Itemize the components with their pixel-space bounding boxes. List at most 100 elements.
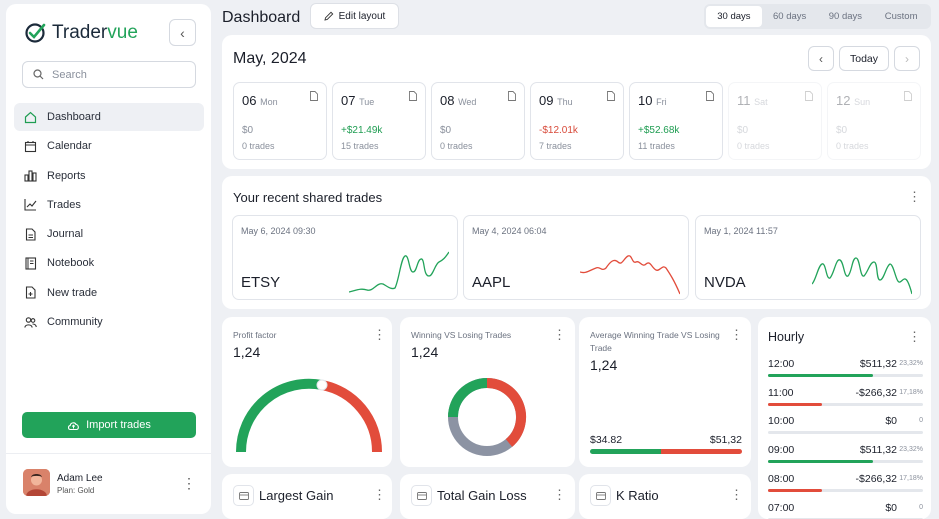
more-options-icon[interactable]: ⋮ [908,189,921,204]
note-icon[interactable] [805,91,813,101]
user-plan: Plan: Gold [57,486,95,495]
note-icon[interactable] [310,91,318,101]
sidebar-item-label: Notebook [47,257,95,270]
trade-card-2[interactable]: May 1, 2024 11:57 NVDA [695,215,921,300]
sidebar-item-notebook[interactable]: Notebook [14,249,204,277]
trade-card-0[interactable]: May 6, 2024 09:30 ETSY [232,215,458,300]
more-options-icon[interactable]: ⋮ [373,487,386,502]
notebook-icon [25,257,37,270]
day-trade-count: 15 trades [341,141,379,151]
divider [6,453,211,454]
hour-bar-fill [768,402,823,406]
sidebar-item-dashboard[interactable]: Dashboard [14,103,204,131]
hour-bar [768,517,923,519]
avatar[interactable] [23,469,50,496]
day-card[interactable]: 08 Wed $0 0 trades [431,82,525,160]
hour-percent: 17,18% [899,474,923,482]
sidebar-item-calendar[interactable]: Calendar [14,132,204,160]
trade-card-1[interactable]: May 4, 2024 06:04 AAPL [463,215,689,300]
day-name: Mon [260,97,278,107]
calendar-today-button[interactable]: Today [839,46,889,71]
day-trade-count: 0 trades [836,141,869,151]
total-gain-loss-card[interactable]: Total Gain Loss ⋮ [400,474,575,519]
day-card[interactable]: 11 Sat $0 0 trades [728,82,822,160]
range-30-days[interactable]: 30 days [706,6,762,27]
day-card[interactable]: 12 Sun $0 0 trades [827,82,921,160]
trades-icon [24,199,37,211]
calendar-icon [24,140,37,152]
more-options-icon[interactable]: ⋮ [553,487,566,502]
win-loss-donut [448,377,527,456]
more-options-icon[interactable]: ⋮ [730,487,743,502]
metric-label: Average Winning Trade VS Losing Trade [590,330,720,353]
import-trades-button[interactable]: Import trades [22,412,196,438]
card-icon [233,485,254,506]
range-90-days[interactable]: 90 days [828,11,863,22]
avg-win-loss-bar [590,449,742,454]
avg-loss-bar-fill [661,449,742,454]
note-icon[interactable] [409,91,417,101]
sidebar-item-journal[interactable]: Journal [14,220,204,248]
trade-sparkline [812,257,912,295]
hour-time: 08:00 [768,472,795,485]
day-number-value: 10 [638,93,653,108]
journal-icon [25,228,36,241]
hour-value: -$266,32 [855,386,897,399]
note-icon[interactable] [508,91,516,101]
note-icon[interactable] [607,91,615,101]
day-card[interactable]: 10 Fri +$52.68k 11 trades [629,82,723,160]
sidebar-item-community[interactable]: Community [14,308,204,336]
sidebar-item-trades[interactable]: Trades [14,191,204,219]
more-options-icon[interactable]: ⋮ [908,329,921,344]
hour-bar [768,460,923,464]
more-options-icon[interactable]: ⋮ [730,327,743,342]
calendar-next-button[interactable]: › [894,46,920,71]
trade-date: May 6, 2024 09:30 [241,226,316,236]
hourly-panel: Hourly ⋮ 12:00 $511,32 23,32% 11:00 -$266,32… [758,317,931,519]
sidebar-item-new-trade[interactable]: New trade [14,279,204,307]
day-trade-count: 0 trades [440,141,473,151]
date-range-selector: 30 days 60 days 90 days Custom [704,4,931,29]
k-ratio-card[interactable]: K Ratio ⋮ [579,474,751,519]
hour-value: $511,32 [859,358,897,370]
hour-bar-fill [768,488,823,492]
range-60-days[interactable]: 60 days [772,11,807,22]
note-icon[interactable] [706,91,714,101]
hour-value: -$266,32 [855,472,897,485]
day-number-value: 11 [737,93,751,108]
brand-name-part1: Trader [52,22,108,43]
day-card[interactable]: 07 Tue +$21.49k 15 trades [332,82,426,160]
shared-trades-panel: Your recent shared trades ⋮ May 6, 2024 … [222,176,931,309]
metric-value: 1,24 [233,344,261,360]
hourly-title: Hourly [768,330,805,344]
sidebar-item-label: Reports [47,169,86,182]
more-options-icon[interactable]: ⋮ [553,327,566,342]
hour-bar [768,488,923,492]
profit-factor-gauge [235,378,383,453]
win-vs-loss-card: Winning VS Losing Trades 1,24 ⋮ [400,317,575,467]
range-custom[interactable]: Custom [884,11,918,22]
user-menu-icon[interactable]: ⋮ [182,475,196,491]
card-icon [590,485,611,506]
day-name: Thu [557,97,573,107]
sidebar-item-reports[interactable]: Reports [14,162,204,190]
card-icon [411,485,432,506]
search-input[interactable]: Search [22,61,196,88]
day-card[interactable]: 06 Mon $0 0 trades [233,82,327,160]
day-pnl: -$12.01k [539,125,578,136]
note-icon[interactable] [904,91,912,101]
brand-logo[interactable]: Tradervue [24,22,138,44]
metric-label: Winning VS Losing Trades [411,330,512,340]
edit-layout-button[interactable]: Edit layout [310,3,399,29]
hour-time: 12:00 [768,358,795,370]
largest-gain-card[interactable]: Largest Gain ⋮ [222,474,392,519]
day-card[interactable]: 09 Thu -$12.01k 7 trades [530,82,624,160]
collapse-sidebar-button[interactable]: ‹ [169,19,196,46]
hourly-row: 10:00 $0 0 [768,413,923,441]
trade-sparkline [349,251,449,293]
trade-symbol: ETSY [241,274,281,291]
calendar-prev-button[interactable]: ‹ [808,46,834,71]
trade-symbol: AAPL [472,274,511,291]
avg-win-bar-fill [590,449,662,454]
more-options-icon[interactable]: ⋮ [373,327,386,342]
